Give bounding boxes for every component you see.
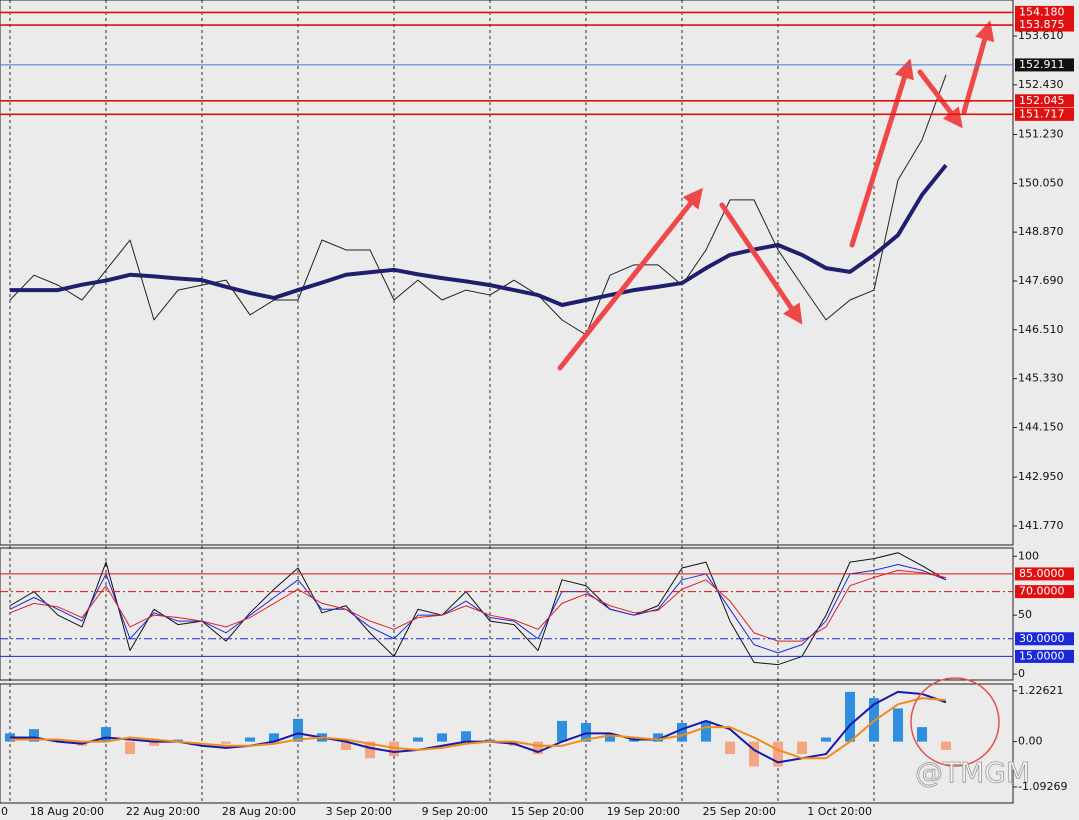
histogram-bar	[893, 708, 903, 742]
level-label-box	[1015, 5, 1074, 19]
histogram-bar	[821, 737, 831, 742]
histogram-bar	[725, 741, 735, 755]
histogram-bar	[269, 733, 279, 742]
price-panel	[0, 0, 1014, 546]
y-tick-label: 50	[1018, 608, 1032, 621]
x-tick-label: 3 Sep 20:00	[326, 805, 392, 818]
x-tick-label: 22 Aug 20:00	[126, 805, 200, 818]
arrow	[719, 202, 803, 325]
macd-panel	[0, 683, 1014, 804]
y-tick-label: 147.690	[1018, 274, 1064, 287]
y-tick-label: 150.050	[1018, 176, 1064, 189]
level-label-box	[1015, 585, 1074, 599]
level-label-box	[1015, 632, 1074, 646]
histogram-bar	[917, 727, 927, 742]
histogram-bar	[629, 739, 639, 742]
level-label-box	[1015, 567, 1074, 581]
histogram-bar	[173, 739, 183, 742]
y-tick-label: 0	[1018, 667, 1025, 680]
histogram-bar	[53, 739, 63, 742]
series-line	[10, 697, 947, 760]
histogram-bar	[581, 722, 591, 742]
histogram-bar	[605, 733, 615, 742]
level-label: 30.0000	[1019, 632, 1065, 645]
histogram-bar	[773, 741, 783, 767]
level-label-box	[1015, 649, 1074, 663]
y-tick-label: 144.150	[1018, 420, 1064, 433]
histogram-bar	[149, 741, 159, 746]
y-tick-label: 145.330	[1018, 372, 1064, 385]
oscillator-panel	[0, 547, 1014, 681]
histogram-bar	[341, 741, 351, 750]
histogram-bar	[797, 741, 807, 755]
histogram-bar	[125, 741, 135, 755]
x-tick-label: 1 Oct 20:00	[807, 805, 872, 818]
y-tick-label: 0.00	[1018, 735, 1043, 748]
histogram-bar	[29, 729, 39, 742]
level-label-box	[1015, 58, 1074, 72]
level-label: 152.045	[1019, 94, 1065, 107]
histogram-bar	[485, 739, 495, 742]
histogram-bar	[365, 741, 375, 759]
y-tick-label: 100	[1018, 549, 1039, 562]
series-line	[9, 74, 947, 336]
x-tick-label: 25 Sep 20:00	[703, 805, 776, 818]
y-tick-label: 146.510	[1018, 323, 1064, 336]
histogram-bar	[749, 741, 759, 767]
histogram-bar	[677, 722, 687, 742]
histogram-bar	[845, 691, 855, 742]
series-line	[9, 569, 947, 642]
level-label: 85.0000	[1019, 567, 1065, 580]
histogram-bar	[533, 741, 543, 755]
histogram-bar	[701, 720, 711, 742]
y-tick-label: 151.230	[1018, 127, 1064, 140]
level-label: 152.911	[1019, 58, 1065, 71]
level-label-box	[1015, 94, 1074, 108]
histogram-bar	[389, 741, 399, 757]
level-label: 70.0000	[1019, 585, 1065, 598]
x-tick-label: 15 Sep 20:00	[511, 805, 584, 818]
histogram-bar	[461, 731, 471, 742]
level-label: 151.717	[1019, 107, 1065, 120]
series-line	[10, 163, 948, 307]
arrow	[849, 58, 914, 248]
level-label-box	[1015, 107, 1074, 121]
y-tick-label: 153.610	[1018, 29, 1064, 42]
y-tick-label: 141.770	[1018, 519, 1064, 532]
histogram-bar	[101, 727, 111, 742]
y-tick-label: 142.950	[1018, 470, 1064, 483]
histogram-bar	[413, 737, 423, 742]
level-label-box	[1015, 18, 1074, 32]
x-tick-label: 9 Sep 20:00	[422, 805, 488, 818]
highlight-circle	[910, 677, 1000, 767]
x-tick-label: 18 Aug 20:00	[30, 805, 104, 818]
watermark: @TMGM	[915, 756, 1030, 789]
arrow	[557, 187, 703, 371]
x-tick-label: 0	[1, 805, 8, 818]
histogram-bar	[293, 718, 303, 742]
level-label: 154.180	[1019, 5, 1065, 18]
x-tick-label: 28 Aug 20:00	[222, 805, 296, 818]
histogram-bar	[437, 733, 447, 742]
histogram-bar	[941, 741, 951, 750]
y-tick-label: 1.22621	[1018, 684, 1064, 697]
annotations	[557, 20, 1000, 767]
level-label: 153.875	[1019, 18, 1065, 31]
histogram-bar	[557, 720, 567, 742]
histogram-bar	[245, 737, 255, 742]
histogram-bar	[221, 741, 231, 744]
y-tick-label: -1.09269	[1018, 780, 1067, 793]
level-label: 15.0000	[1019, 649, 1065, 662]
y-tick-label: 148.870	[1018, 225, 1064, 238]
x-tick-label: 19 Sep 20:00	[607, 805, 680, 818]
series-line	[9, 564, 947, 654]
y-tick-label: 152.430	[1018, 78, 1064, 91]
histogram-bar	[653, 733, 663, 742]
series-line	[10, 690, 947, 764]
arrow	[961, 20, 995, 115]
